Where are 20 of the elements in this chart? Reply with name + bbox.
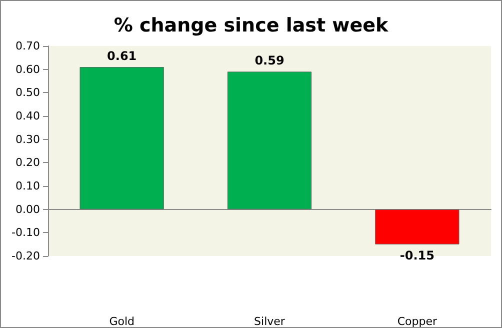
y-tick-label: 0.40 (16, 110, 40, 122)
bar (375, 209, 460, 244)
x-tick-label: Silver (254, 315, 286, 328)
y-tick-label: 0.70 (16, 40, 40, 52)
data-label: 0.61 (107, 49, 137, 63)
data-label: -0.15 (400, 248, 434, 262)
x-tick-label: Gold (109, 315, 134, 328)
y-tick-label: 0.20 (16, 156, 40, 170)
bar (227, 72, 312, 210)
y-tick-label: 0.50 (16, 86, 40, 100)
chart-title: % change since last week (114, 14, 389, 36)
y-tick-label: -0.10 (12, 226, 40, 240)
y-tick-label: 0.10 (16, 180, 40, 192)
bar (80, 67, 164, 210)
y-tick-label: -0.20 (12, 250, 40, 262)
data-label: 0.59 (254, 54, 284, 68)
y-tick-label: 0.30 (16, 132, 40, 146)
y-tick-label: 0.60 (16, 62, 40, 76)
x-tick-label: Copper (397, 315, 438, 328)
y-tick-label: 0.00 (16, 202, 40, 216)
